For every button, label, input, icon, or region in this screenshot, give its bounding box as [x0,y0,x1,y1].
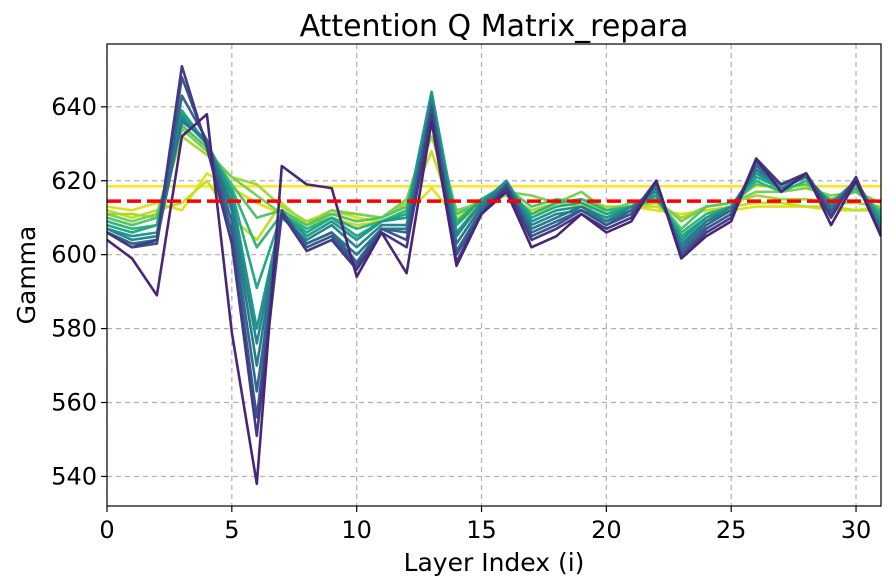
plot-area [107,64,881,486]
x-tick-label: 5 [224,516,239,544]
x-tick-label: 10 [341,516,372,544]
series-line-9 [107,98,881,345]
y-tick-label: 600 [51,241,97,269]
x-tick-label: 15 [466,516,497,544]
x-tick-label: 0 [99,516,114,544]
x-tick-label: 25 [716,516,747,544]
y-tick-label: 620 [51,167,97,195]
chart-title: Attention Q Matrix_repara [300,9,689,44]
grid [106,44,881,506]
y-tick-label: 540 [51,462,97,490]
y-tick-label: 640 [51,93,97,121]
x-tick-label: 20 [591,516,622,544]
y-axis: 540 560 580 600 620 640 [51,93,107,490]
y-tick-label: 580 [51,315,97,343]
x-axis: 0 5 10 15 20 25 30 [99,506,871,544]
series-line-14 [107,112,881,486]
y-axis-label: Gamma [12,226,41,325]
plot-frame [106,43,882,507]
x-tick-label: 30 [841,516,872,544]
series-line-11 [107,94,881,393]
x-axis-label: Layer Index (i) [404,548,585,577]
y-tick-label: 560 [51,389,97,417]
series-line-10 [107,101,881,367]
